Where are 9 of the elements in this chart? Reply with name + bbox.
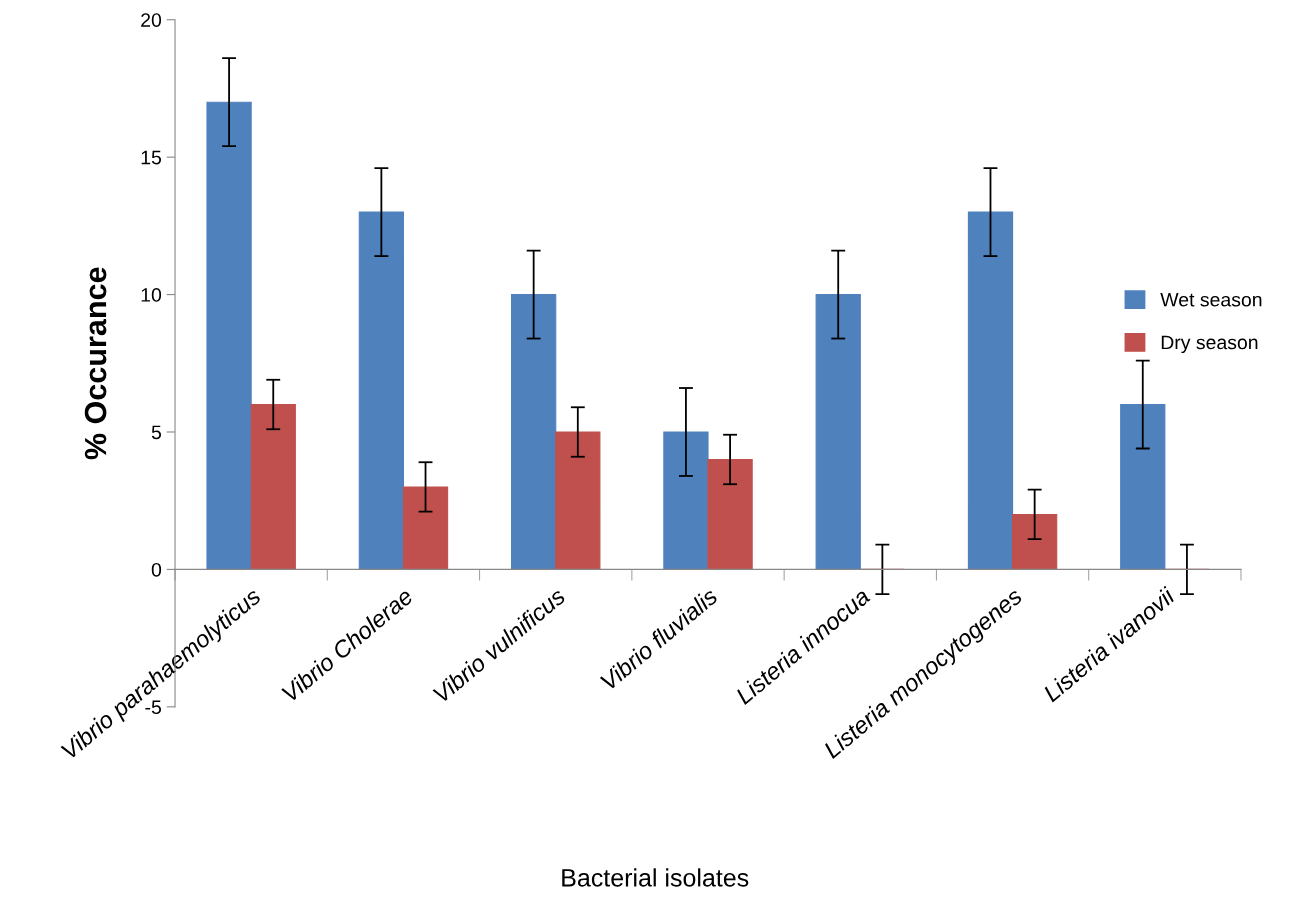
y-axis-title: % Occurance [84, 267, 107, 460]
y-tick-label: 0 [151, 562, 162, 577]
x-axis-title: Bacterial isolates [562, 868, 749, 887]
legend-label: Wet season [1160, 292, 1262, 307]
y-tick-label: 15 [141, 150, 162, 165]
y-tick-label: 10 [141, 288, 162, 302]
legend-label: Dry season [1161, 335, 1258, 354]
y-tick-label: 5 [151, 425, 162, 440]
y-tick-label: 20 [141, 13, 162, 27]
